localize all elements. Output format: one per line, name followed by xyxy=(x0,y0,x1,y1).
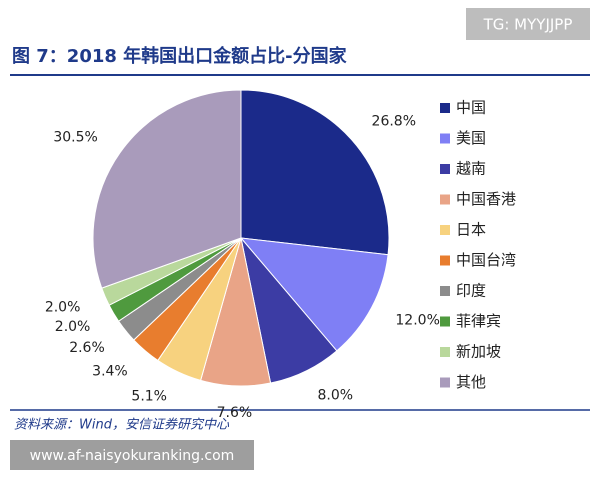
legend-swatch xyxy=(440,347,450,357)
legend-label: 越南 xyxy=(456,160,486,178)
legend-label: 中国 xyxy=(456,99,486,117)
pie-slice xyxy=(92,89,242,289)
value-label: 26.8% xyxy=(372,113,416,129)
legend-swatch xyxy=(440,103,450,113)
chart-title: 图 7：2018 年韩国出口金额占比-分国家 xyxy=(12,45,348,67)
legend-label: 中国台湾 xyxy=(456,251,516,269)
legend-swatch xyxy=(440,225,450,235)
value-label: 3.4% xyxy=(92,363,128,379)
value-label: 30.5% xyxy=(53,129,97,145)
legend-swatch xyxy=(440,377,450,388)
legend-swatch xyxy=(440,133,450,144)
legend-label: 中国香港 xyxy=(456,190,516,208)
pie-slice xyxy=(239,237,389,352)
site: www.af-naisyokuranking.com xyxy=(30,448,235,464)
legend-label: 日本 xyxy=(456,221,486,239)
legend-swatch xyxy=(440,286,450,296)
value-label: 2.6% xyxy=(69,340,105,356)
watermark-box xyxy=(466,8,590,40)
legend-label: 美国 xyxy=(456,129,486,147)
legend-swatch xyxy=(440,255,450,266)
value-label: 7.6% xyxy=(217,405,253,421)
watermark: TG: MYYJJPP xyxy=(483,16,573,34)
value-label: 2.0% xyxy=(55,319,91,335)
value-label: 2.0% xyxy=(45,300,81,316)
legend-label: 其他 xyxy=(456,373,486,391)
pie-slice xyxy=(240,89,390,256)
legend-swatch xyxy=(440,316,450,327)
value-label: 5.1% xyxy=(131,389,167,405)
legend-swatch xyxy=(440,164,450,174)
site-box xyxy=(10,440,254,470)
legend-label: 新加坡 xyxy=(456,343,501,361)
legend-label: 印度 xyxy=(456,282,486,300)
source: 资料来源：Wind，安信证券研究中心 xyxy=(14,417,230,433)
legend-swatch xyxy=(440,194,450,205)
value-label: 8.0% xyxy=(317,387,353,403)
value-label: 12.0% xyxy=(395,312,439,328)
legend-label: 菲律宾 xyxy=(456,312,501,330)
